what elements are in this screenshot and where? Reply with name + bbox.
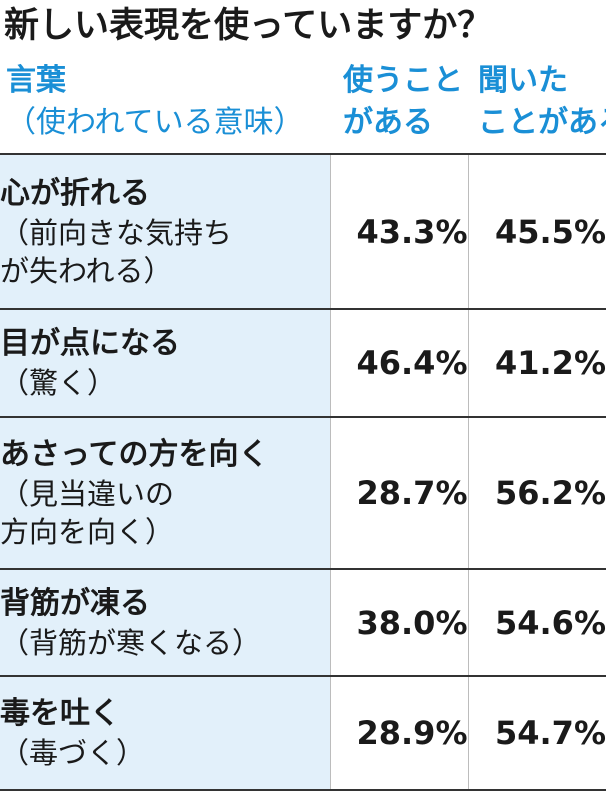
row-heard-value: 56.2%	[468, 416, 606, 569]
table-row: あさっての方を向く （見当違いの 方向を向く） 28.7% 56.2%	[0, 416, 606, 569]
row-use-value: 28.7%	[330, 416, 469, 569]
row-meaning: （背筋が寒くなる）	[0, 625, 262, 660]
row-label-cell: 背筋が凍る （背筋が寒くなる）	[0, 568, 331, 676]
row-meaning: （驚く）	[0, 366, 117, 400]
row-heard-value: 54.7%	[468, 675, 606, 791]
row-use-value: 38.0%	[330, 568, 469, 676]
header-use-label: 使うこと	[343, 63, 463, 98]
row-term: 背筋が凍る	[0, 585, 150, 621]
table-row: 目が点になる （驚く） 46.4% 41.2%	[0, 308, 606, 417]
header-word-label: 言葉	[6, 63, 66, 98]
row-use-value: 43.3%	[330, 153, 469, 309]
row-label-cell: 毒を吐く （毒づく）	[0, 675, 331, 791]
row-meaning: （見当違いの 方向を向く）	[0, 477, 175, 549]
page-title: 新しい表現を使っていますか？	[4, 6, 493, 46]
table-row: 背筋が凍る （背筋が寒くなる） 38.0% 54.6%	[0, 568, 606, 676]
row-label-cell: あさっての方を向く （見当違いの 方向を向く）	[0, 416, 331, 569]
row-heard-value: 45.5%	[468, 153, 606, 309]
row-term: 毒を吐く	[0, 696, 120, 731]
table-row: 心が折れる （前向きな気持ち が失われる） 43.3% 45.5%	[0, 153, 606, 309]
row-meaning: （前向きな気持ち が失われる）	[0, 215, 233, 288]
row-use-value: 46.4%	[330, 308, 469, 417]
row-term: 目が点になる	[0, 326, 180, 361]
survey-table: 心が折れる （前向きな気持ち が失われる） 43.3% 45.5% 目が点になる…	[0, 153, 606, 791]
row-meaning: （毒づく）	[0, 736, 146, 770]
header-word-sublabel: （使われている意味）	[6, 105, 304, 140]
table-row: 毒を吐く （毒づく） 28.9% 54.7%	[0, 675, 606, 791]
row-use-value: 28.9%	[330, 675, 469, 791]
row-label-cell: 目が点になる （驚く）	[0, 308, 331, 417]
row-term: 心が折れる	[0, 175, 150, 211]
header-word: 言葉 （使われている意味）	[6, 60, 304, 144]
header-heard-label: 聞いた	[478, 63, 568, 98]
row-label-cell: 心が折れる （前向きな気持ち が失われる）	[0, 153, 331, 309]
row-term: あさっての方を向く	[0, 437, 269, 472]
header-use-sublabel: がある	[343, 105, 433, 140]
header-use: 使うこと がある	[343, 60, 463, 144]
row-heard-value: 54.6%	[468, 568, 606, 676]
row-heard-value: 41.2%	[468, 308, 606, 417]
